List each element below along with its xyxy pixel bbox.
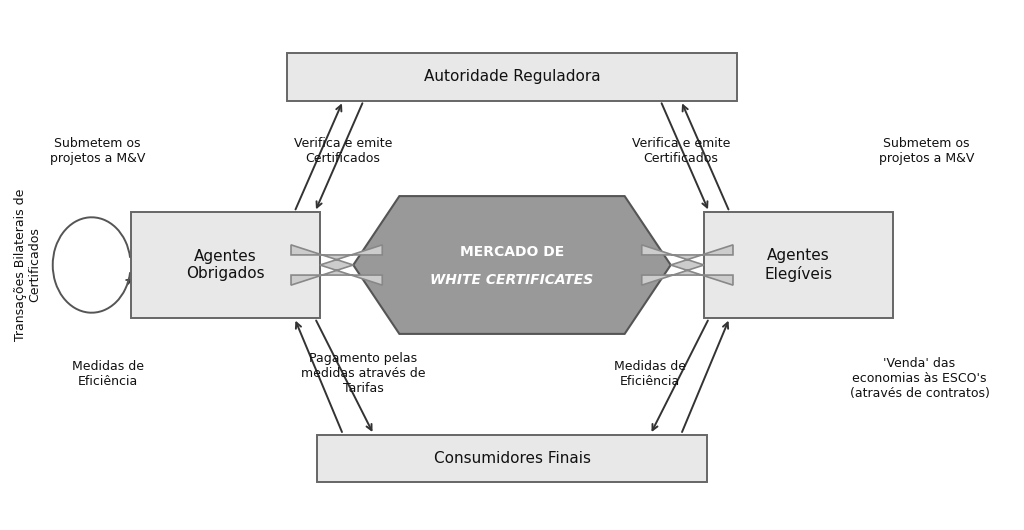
FancyBboxPatch shape <box>131 212 319 318</box>
Text: Submetem os
projetos a M&V: Submetem os projetos a M&V <box>879 137 975 165</box>
Text: Transações Bilaterais de
Certificados: Transações Bilaterais de Certificados <box>13 189 42 341</box>
Polygon shape <box>642 245 733 285</box>
Text: Agentes
Elegíveis: Agentes Elegíveis <box>765 248 833 282</box>
Polygon shape <box>353 196 671 334</box>
Text: Agentes
Obrigados: Agentes Obrigados <box>186 249 264 281</box>
Text: Pagamento pelas
medidas através de
Tarifas: Pagamento pelas medidas através de Tarif… <box>301 352 426 395</box>
Text: WHITE CERTIFICATES: WHITE CERTIFICATES <box>430 273 594 287</box>
Text: Consumidores Finais: Consumidores Finais <box>433 451 591 466</box>
Text: Submetem os
projetos a M&V: Submetem os projetos a M&V <box>49 137 145 165</box>
Polygon shape <box>291 245 382 285</box>
FancyBboxPatch shape <box>705 212 893 318</box>
Text: Autoridade Reguladora: Autoridade Reguladora <box>424 69 600 84</box>
Text: Medidas de
Eficiência: Medidas de Eficiência <box>614 360 686 387</box>
Text: Verifica e emite
Certificados: Verifica e emite Certificados <box>294 137 392 165</box>
Text: 'Venda' das
economias às ESCO's
(através de contratos): 'Venda' das economias às ESCO's (através… <box>850 357 989 401</box>
Text: MERCADO DE: MERCADO DE <box>460 245 564 259</box>
FancyBboxPatch shape <box>317 435 707 482</box>
Text: Verifica e emite
Certificados: Verifica e emite Certificados <box>632 137 730 165</box>
Text: Medidas de
Eficiência: Medidas de Eficiência <box>72 360 143 387</box>
FancyBboxPatch shape <box>287 53 737 101</box>
